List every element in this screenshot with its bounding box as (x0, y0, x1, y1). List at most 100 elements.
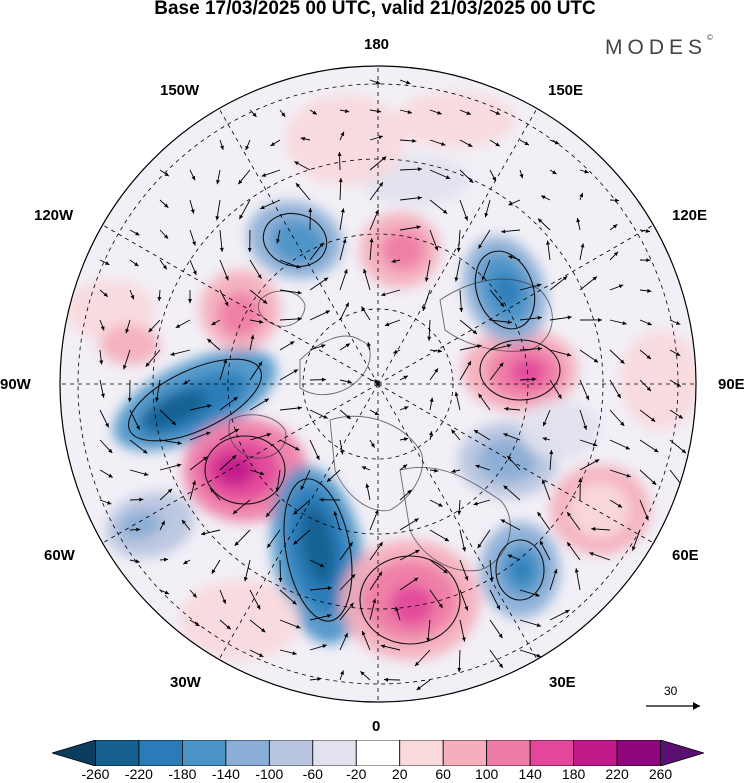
wind-vector-188 (639, 409, 656, 422)
wind-vector-275 (369, 541, 384, 561)
wind-vector-248 (639, 499, 649, 521)
wind-vector-135 (249, 334, 255, 351)
wind-vector-276 (399, 549, 420, 561)
wind-vector-245 (541, 479, 551, 501)
anomaly-blob-5 (215, 454, 255, 486)
wind-vector-69 (576, 217, 581, 231)
chart-title: Base 17/03/2025 00 UTC, valid 21/03/2025… (154, 0, 596, 19)
wind-vector-33 (459, 169, 474, 184)
wind-vector-113 (175, 319, 191, 329)
wind-vector-158 (339, 379, 352, 384)
wind-vector-244 (503, 485, 521, 501)
wind-vector-29 (337, 151, 342, 171)
wind-vector-277 (429, 559, 448, 574)
wind-vector-11 (219, 139, 224, 151)
wind-vector-253 (234, 529, 251, 547)
wind-vector-268 (159, 557, 169, 562)
wind-vector-298 (574, 568, 581, 591)
wind-vector-82 (391, 259, 401, 264)
lon-label-180: 180 (364, 36, 390, 53)
brand-mark: © (707, 33, 713, 42)
wind-vector-179 (369, 409, 380, 416)
wind-vector-13 (270, 139, 281, 147)
colorbar-swatch-9 (442, 740, 488, 766)
wind-vector-250 (159, 520, 166, 531)
wind-vector-296 (519, 589, 540, 597)
colorbar-swatch-5 (268, 740, 314, 766)
lon-label-150e: 150E (548, 82, 584, 99)
wind-vector-255 (293, 529, 311, 545)
wind-vector-171 (129, 409, 140, 430)
landmass-outline-0 (299, 335, 371, 395)
wind-vector-290 (339, 573, 356, 591)
wind-vector-61 (339, 208, 345, 231)
wind-vector-14 (300, 136, 311, 141)
contour-5 (474, 250, 536, 330)
wind-vector-1 (399, 79, 411, 85)
wind-vector-326 (416, 679, 431, 691)
wind-vector-197 (309, 439, 320, 461)
wind-vector-152 (155, 379, 161, 402)
colorbar-swatch-0 (52, 740, 96, 766)
wind-vector-48 (459, 199, 469, 221)
colorbar-swatch-13 (616, 740, 661, 766)
colorbar-tick-label: 60 (435, 766, 451, 782)
wind-vector-99 (339, 269, 348, 291)
wind-vector-176 (279, 406, 302, 411)
wind-vector-112 (148, 319, 161, 333)
wind-vector-215 (249, 469, 265, 476)
wind-vector-316 (361, 630, 371, 651)
wind-vector-186 (579, 409, 588, 431)
wind-vector-279 (489, 559, 494, 582)
wind-vector-56 (189, 229, 196, 246)
wind-vector-157 (309, 377, 326, 382)
wind-vector-273 (309, 559, 325, 568)
wind-vector-37 (579, 169, 589, 174)
wind-vector-28 (294, 161, 311, 171)
wind-vector-184 (504, 406, 521, 411)
wind-vector-145 (549, 349, 572, 357)
wind-vector-196 (279, 439, 300, 451)
wind-vector-18 (429, 139, 446, 146)
wind-vector-201 (428, 431, 433, 441)
wind-vector-231 (129, 497, 144, 502)
vector-reference-arrow (646, 702, 700, 710)
lon-label-150w: 150W (160, 82, 200, 99)
colorbar-tick-label: -100 (255, 766, 284, 782)
wind-vector-41 (238, 199, 251, 220)
lon-label-120e: 120E (672, 207, 708, 224)
wind-vector-21 (519, 139, 530, 146)
brand-name: MODES (605, 36, 708, 59)
wind-vector-104 (489, 289, 505, 308)
wind-vector-130 (99, 349, 104, 365)
wind-vector-78 (279, 259, 301, 269)
wind-vector-123 (489, 319, 512, 325)
meridian-1 (377, 383, 654, 544)
wind-vector-9 (459, 109, 472, 115)
wind-vector-308 (459, 619, 466, 642)
colorbar-swatch-14 (660, 740, 704, 766)
wind-vector-182 (454, 391, 461, 411)
wind-vector-189 (669, 409, 684, 419)
colorbar-tick-label: 20 (391, 766, 408, 782)
anomaly-blob-29 (118, 510, 162, 540)
wind-vector-207 (609, 439, 631, 450)
wind-vector-77 (249, 259, 262, 280)
wind-vector-84 (454, 259, 461, 282)
wind-vector-159 (369, 379, 380, 383)
wind-vector-72 (99, 259, 110, 266)
wind-vector-47 (429, 199, 448, 215)
wind-vector-106 (549, 276, 568, 291)
wind-vector-195 (249, 432, 272, 441)
wind-vector-86 (508, 255, 521, 261)
wind-vector-117 (309, 310, 331, 321)
wind-vector-233 (189, 480, 196, 501)
wind-vector-146 (579, 349, 599, 363)
modes-logo: MODES© (605, 33, 713, 60)
anomaly-blob-2 (142, 390, 208, 430)
wind-vector-36 (549, 169, 557, 175)
colorbar-tick-label: 100 (474, 766, 499, 782)
wind-vector-30 (369, 156, 387, 171)
anomaly-blob-11 (390, 585, 434, 625)
